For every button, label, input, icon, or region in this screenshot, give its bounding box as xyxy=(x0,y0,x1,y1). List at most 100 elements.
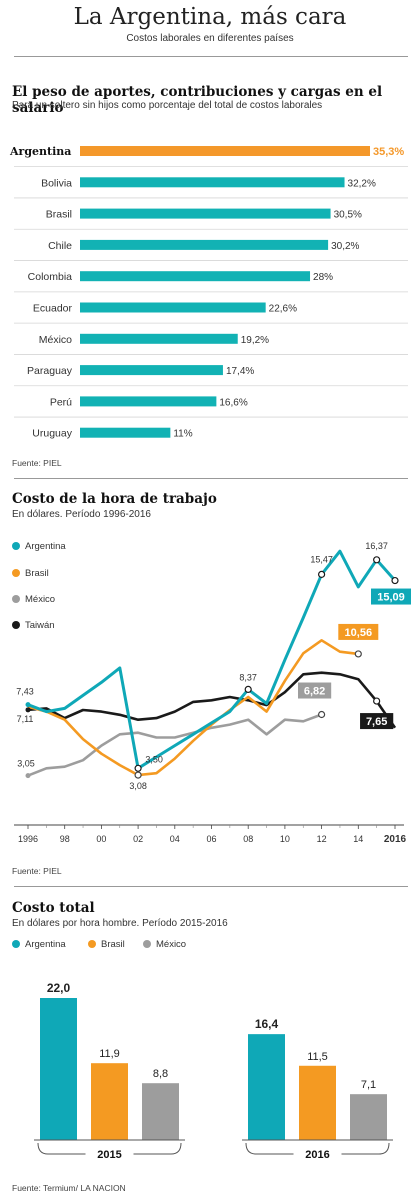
x-tick-label: 06 xyxy=(206,834,216,844)
legend-label: México xyxy=(156,939,187,950)
bar xyxy=(80,333,238,344)
hbar-chart: Argentina 35,3% Bolivia 32,2% Brasil 30,5% Chi… xyxy=(9,145,408,440)
bar xyxy=(80,177,345,188)
bar xyxy=(80,302,266,313)
x-tick-label: 02 xyxy=(133,834,143,844)
divider xyxy=(14,56,408,57)
value-label-box xyxy=(298,682,332,699)
bars-title: El peso de aportes, contribuciones y car… xyxy=(12,84,383,116)
page-subtitle: Costos laborales en diferentes países xyxy=(126,33,294,44)
bar xyxy=(80,208,331,219)
value-label: 7,65 xyxy=(366,716,387,728)
data-point-marker xyxy=(318,570,326,578)
bar-category-label: Ecuador xyxy=(33,303,73,315)
x-tick-label: 10 xyxy=(280,834,290,844)
legend-label: Brasil xyxy=(25,568,49,579)
data-point-marker xyxy=(318,710,326,719)
legend-argentina: Argentina xyxy=(12,541,66,552)
series-line-brasil xyxy=(27,639,359,777)
legend2-argentina: Argentina xyxy=(12,939,66,950)
legend-taiwan: Taiwán xyxy=(12,620,55,631)
value-label: 3,50 xyxy=(145,754,163,764)
line-source: Fuente: PIEL xyxy=(12,866,62,876)
bar-value-label: 32,2% xyxy=(348,178,376,189)
group-bar-value: 7,1 xyxy=(361,1079,376,1091)
bar-value-label: 22,6% xyxy=(269,304,297,315)
line-title: Costo de la hora de trabajo xyxy=(12,491,217,507)
bar-category-label: Perú xyxy=(50,396,72,408)
data-point-marker xyxy=(25,707,31,713)
total-title: Costo total xyxy=(12,900,95,916)
legend-brasil: Brasil xyxy=(12,568,49,579)
bar-category-label: Argentina xyxy=(9,145,71,158)
legend-dot xyxy=(12,569,20,577)
value-label: 7,11 xyxy=(17,714,34,724)
value-label: 16,37 xyxy=(365,541,388,551)
series-line-taiwan xyxy=(27,671,397,729)
value-label-box xyxy=(371,588,411,605)
data-point-marker xyxy=(134,764,142,772)
legend-label: Taiwán xyxy=(25,620,55,631)
bars-source: Fuente: PIEL xyxy=(12,458,62,468)
page-title: La Argentina, más cara xyxy=(73,4,347,30)
group-bar-value: 8,8 xyxy=(153,1068,168,1080)
bar-value-label: 30,5% xyxy=(334,210,362,221)
bar-value-label: 35,3% xyxy=(373,146,404,158)
x-tick-label: 12 xyxy=(317,834,327,844)
x-tick-label: 1996 xyxy=(18,834,38,844)
group-bar xyxy=(248,1034,285,1140)
bar xyxy=(80,146,370,156)
bar xyxy=(80,365,223,376)
x-tick-label: 2016 xyxy=(384,834,407,845)
data-point-marker xyxy=(354,650,362,658)
legend-label: México xyxy=(25,594,56,605)
group-bar-value: 16,4 xyxy=(255,1017,279,1031)
data-point-marker xyxy=(244,685,252,694)
bar-category-label: México xyxy=(39,334,72,346)
legend-label: Argentina xyxy=(25,541,66,552)
group-bar xyxy=(40,998,77,1140)
total-source: Fuente: Termium/ LA NACION xyxy=(12,1183,126,1193)
bar-value-label: 11% xyxy=(173,429,192,440)
legend2-mexico: México xyxy=(143,939,186,950)
grouped-bar-chart: 22,0 11,9 8,8 2015 16,4 11,5 7,1 2016 xyxy=(34,981,393,1161)
x-tick-label: 98 xyxy=(60,834,70,844)
legend-dot xyxy=(88,940,96,948)
group-bar xyxy=(142,1083,179,1140)
value-label-box xyxy=(360,713,394,730)
value-label: 15,47 xyxy=(310,554,333,564)
group-category-label: 2016 xyxy=(305,1149,329,1161)
bar xyxy=(80,271,311,282)
value-label: 8,37 xyxy=(239,672,257,682)
group-category-label: 2015 xyxy=(97,1149,121,1161)
group-bar xyxy=(91,1063,128,1140)
legend-dot xyxy=(12,940,20,948)
data-point-marker xyxy=(25,702,31,708)
legend-dot xyxy=(12,542,20,550)
bar-category-label: Bolivia xyxy=(41,177,72,189)
legend-label: Argentina xyxy=(25,939,66,950)
x-tick-label: 04 xyxy=(170,834,180,844)
group-bar-value: 11,9 xyxy=(99,1048,120,1060)
group-bar xyxy=(299,1065,336,1140)
data-point-marker xyxy=(25,773,31,779)
bar-category-label: Uruguay xyxy=(32,428,72,440)
group-bar xyxy=(350,1094,387,1140)
bar xyxy=(80,396,217,407)
bar-value-label: 19,2% xyxy=(241,335,269,346)
legend-label: Brasil xyxy=(101,939,125,950)
value-label: 3,08 xyxy=(129,781,147,791)
group-bracket xyxy=(37,1142,182,1155)
bar-value-label: 16,6% xyxy=(219,397,247,408)
legend-dot xyxy=(143,940,151,948)
data-point-marker xyxy=(134,771,142,779)
divider xyxy=(14,886,408,887)
group-bar-value: 22,0 xyxy=(47,981,71,995)
value-label: 6,82 xyxy=(304,686,325,698)
bar xyxy=(80,239,329,250)
value-label: 3,05 xyxy=(17,759,35,769)
value-label: 15,09 xyxy=(377,592,405,604)
data-point-marker xyxy=(373,697,381,705)
bar-value-label: 17,4% xyxy=(226,366,254,377)
legend-mexico: México xyxy=(12,594,55,605)
